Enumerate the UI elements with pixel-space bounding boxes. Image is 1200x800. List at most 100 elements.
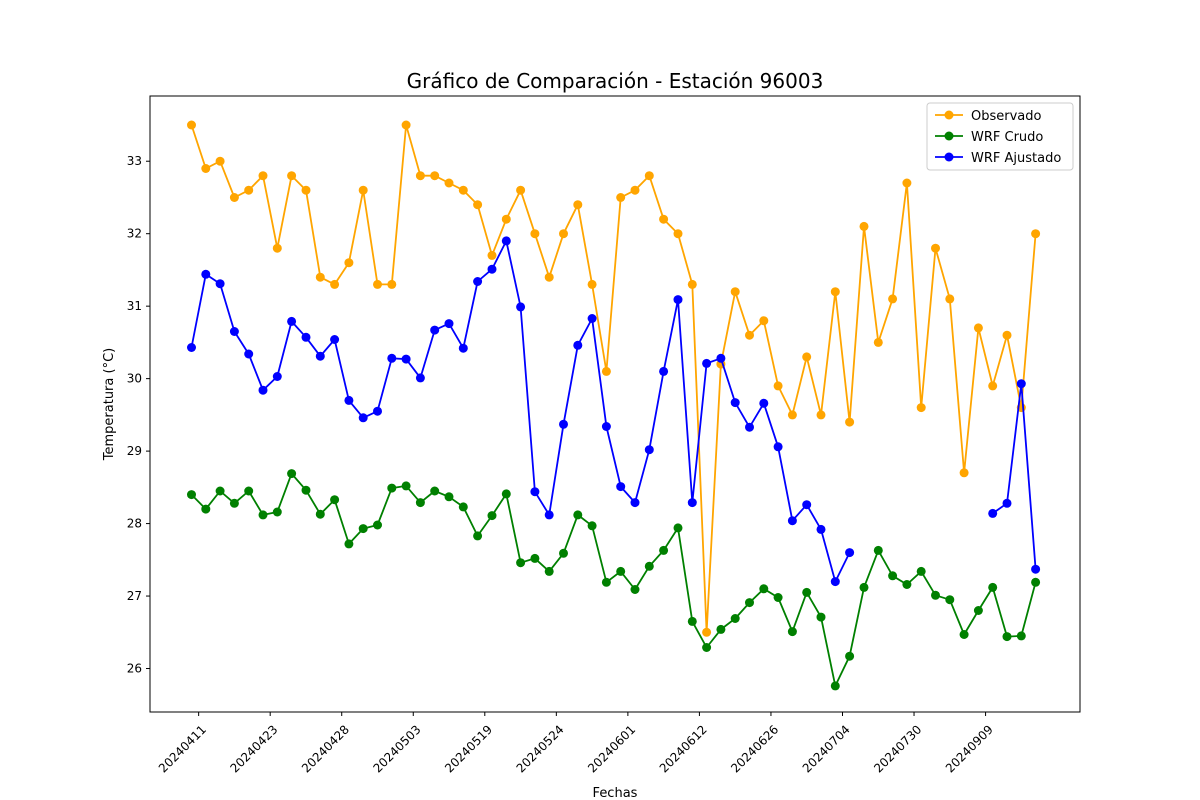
data-point — [745, 330, 754, 340]
data-point — [244, 349, 254, 359]
x-tick-label: 20240411 — [156, 722, 209, 775]
data-point — [759, 316, 769, 326]
data-point — [244, 486, 254, 496]
data-point — [888, 294, 898, 304]
data-point — [287, 171, 297, 181]
data-point — [787, 410, 797, 420]
data-point — [215, 156, 225, 166]
data-point — [973, 606, 983, 615]
data-point — [1031, 564, 1041, 574]
data-point — [1031, 577, 1041, 587]
data-point — [945, 595, 955, 605]
data-point — [802, 500, 812, 510]
data-point — [358, 413, 368, 423]
data-point — [415, 498, 425, 508]
data-point — [487, 250, 497, 260]
data-point — [687, 616, 697, 626]
data-point — [730, 398, 740, 408]
data-point — [415, 171, 425, 181]
legend-marker — [944, 110, 954, 120]
data-point — [458, 343, 468, 353]
data-point — [673, 295, 683, 305]
series-2 — [187, 236, 1041, 587]
data-point — [573, 340, 583, 350]
data-point — [573, 510, 583, 520]
data-point — [988, 582, 998, 592]
series-0 — [187, 120, 1041, 637]
data-point — [330, 495, 340, 505]
data-point — [601, 577, 611, 587]
data-point — [673, 229, 683, 239]
data-point — [773, 593, 783, 602]
data-point — [873, 337, 883, 347]
y-tick-label: 28 — [127, 517, 142, 531]
data-point — [888, 571, 898, 581]
data-point — [902, 580, 912, 589]
data-point — [830, 287, 840, 297]
data-point — [373, 520, 382, 530]
data-point — [544, 566, 554, 576]
data-point — [644, 561, 654, 571]
data-point — [358, 524, 368, 534]
data-point — [845, 548, 855, 558]
data-point — [215, 486, 225, 496]
data-point — [587, 521, 597, 531]
data-point — [630, 585, 640, 594]
data-point — [616, 482, 626, 492]
data-point — [344, 539, 354, 549]
data-point — [530, 487, 540, 497]
data-point — [759, 398, 769, 408]
data-point — [358, 185, 368, 195]
y-tick-label: 26 — [127, 662, 142, 676]
data-point — [859, 582, 869, 592]
data-point — [458, 502, 468, 512]
y-tick-label: 32 — [127, 227, 142, 241]
y-tick-label: 27 — [127, 589, 142, 603]
data-point — [444, 492, 454, 502]
data-point — [845, 417, 855, 427]
data-point — [501, 489, 511, 499]
series-layer — [187, 120, 1041, 691]
data-point — [229, 498, 239, 508]
x-tick-label: 20240626 — [728, 722, 781, 775]
data-point — [730, 614, 740, 623]
data-point — [330, 335, 340, 344]
data-point — [272, 372, 282, 381]
legend-item: WRF Crudo — [935, 130, 1043, 145]
x-tick-label: 20240524 — [514, 722, 567, 775]
legend-label: WRF Crudo — [971, 130, 1043, 145]
data-point — [730, 287, 740, 297]
x-tick-label: 20240909 — [943, 722, 996, 775]
x-tick-label: 20240601 — [585, 722, 638, 775]
data-point — [673, 523, 683, 533]
y-tick-label: 30 — [127, 372, 142, 386]
data-point — [430, 486, 440, 496]
data-point — [229, 193, 239, 202]
data-point — [401, 481, 411, 491]
data-point — [988, 381, 998, 391]
x-tick-label: 20240730 — [871, 722, 924, 775]
data-point — [616, 193, 626, 202]
data-point — [387, 353, 397, 363]
data-point — [716, 624, 726, 634]
data-point — [559, 419, 568, 429]
data-point — [630, 185, 640, 195]
data-point — [873, 545, 883, 555]
data-point — [201, 504, 211, 514]
y-axis-label: Temperatura (°C) — [102, 348, 117, 461]
data-point — [516, 302, 526, 312]
data-point — [601, 422, 611, 431]
legend-label: WRF Ajustado — [971, 151, 1061, 166]
data-point — [573, 200, 583, 210]
data-point — [430, 171, 440, 181]
data-point — [902, 178, 912, 188]
data-point — [830, 681, 840, 691]
x-tick-label: 20240423 — [227, 722, 280, 775]
data-point — [201, 164, 211, 173]
data-point — [187, 120, 196, 130]
data-point — [702, 627, 712, 637]
y-tick-label: 31 — [127, 299, 142, 313]
data-point — [659, 545, 669, 555]
data-point — [959, 630, 969, 639]
